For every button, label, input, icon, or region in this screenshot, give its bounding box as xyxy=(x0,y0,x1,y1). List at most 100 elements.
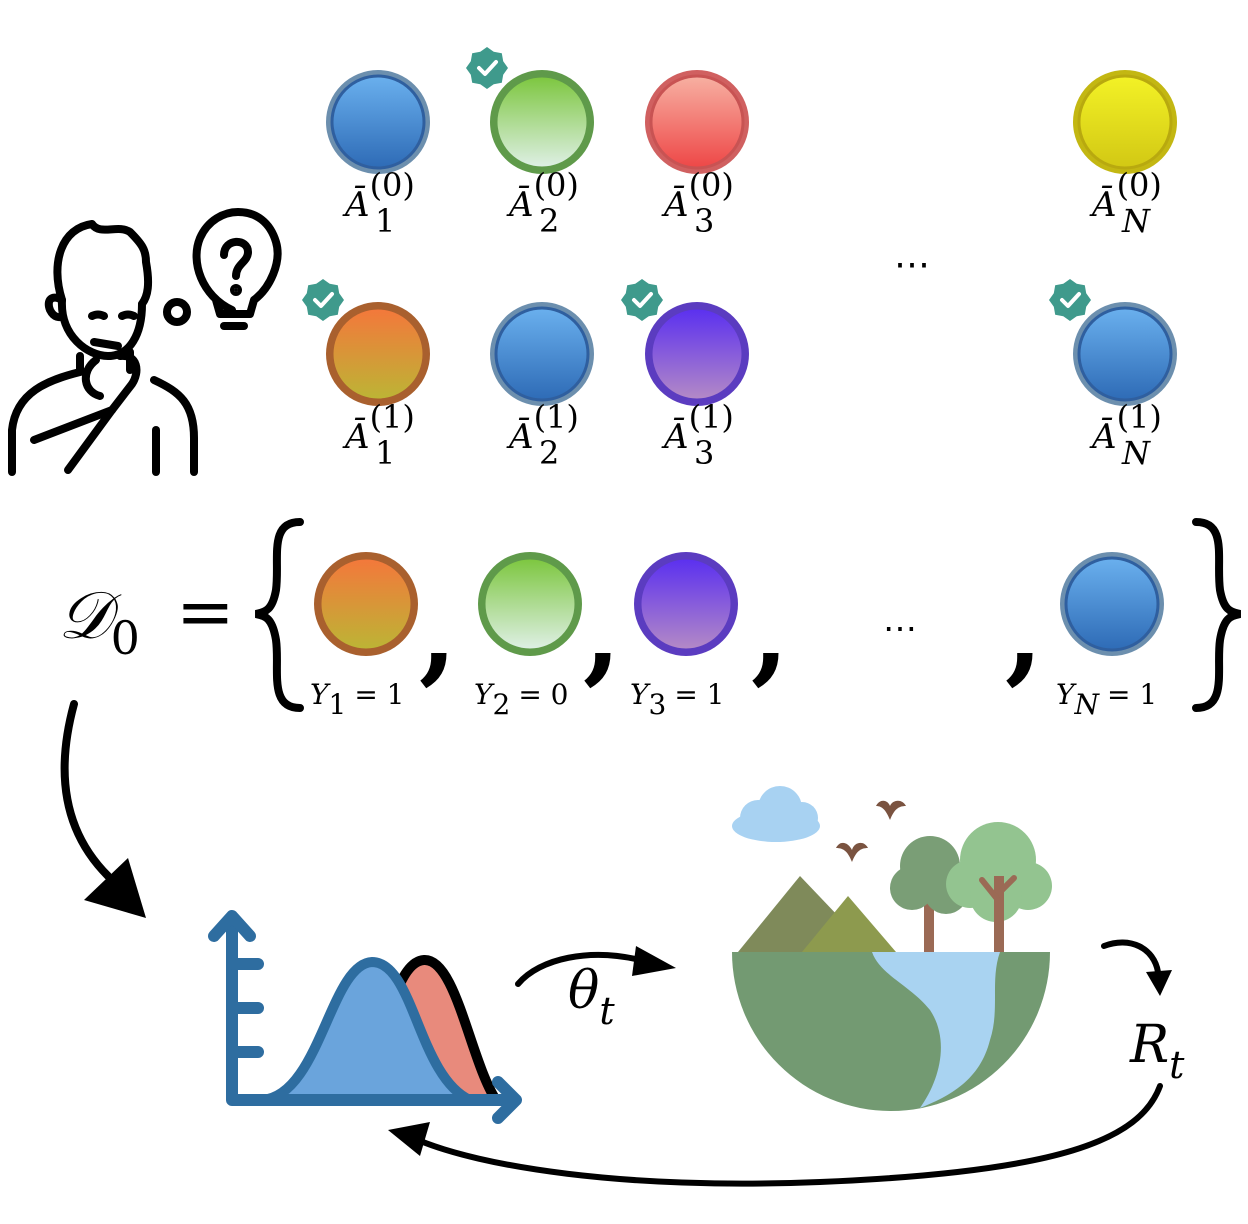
candidate-round0-n-label-superscript: (0) xyxy=(1117,166,1162,204)
candidate-round0-1-label-base: Ā xyxy=(342,185,370,225)
candidate-round1-3-label-base: Ā xyxy=(661,417,689,457)
candidate-round0-n-label-base: Ā xyxy=(1089,185,1117,225)
candidate-round1-n-label-subscript: N xyxy=(1121,434,1151,472)
candidate-round0-2-label-base: Ā xyxy=(506,185,534,225)
reward-subscript: t xyxy=(1169,1043,1185,1087)
arrow-dataset-to-model-head xyxy=(84,858,146,918)
candidate-round1-3-label: Ā(1) 3 xyxy=(661,398,734,472)
dataset-label-value: = 1 xyxy=(1107,678,1157,711)
candidate-round1-n-label-superscript: (1) xyxy=(1117,398,1162,436)
candidate-round1-n-label: Ā(1) N xyxy=(1089,398,1162,472)
candidate-round1-1: Ā(1) 1 xyxy=(302,279,430,472)
chart-axes xyxy=(226,922,514,1106)
dataset-item-2: Y2 = 0 xyxy=(474,552,582,721)
tree-right xyxy=(946,822,1052,952)
dataset-name-subscript: 0 xyxy=(111,611,140,665)
candidate-round0-3: Ā(0) 3 xyxy=(645,70,749,240)
dataset-item-4: YN = 1 xyxy=(1056,552,1164,721)
check-badge-icon xyxy=(1049,279,1091,321)
distribution-chart-icon xyxy=(208,910,522,1124)
candidate-round0-3-label: Ā(0) 3 xyxy=(661,166,734,240)
dataset-label-value: = 0 xyxy=(518,678,568,711)
chart-x-arrow xyxy=(492,1076,522,1124)
candidate-round1-2: Ā(1) 2 xyxy=(490,302,594,472)
mountain-light xyxy=(802,896,896,952)
dataset-label-2: Y2 = 0 xyxy=(474,678,569,721)
dataset-label-subscript: 2 xyxy=(492,688,510,721)
candidate-round0-3-fill xyxy=(649,74,745,170)
candidate-round1-2-label: Ā(1) 2 xyxy=(506,398,579,472)
arrow-model-to-env-head xyxy=(632,946,676,976)
arrow-dataset-to-model xyxy=(60,700,112,880)
arrow-reward-to-model xyxy=(415,1083,1163,1187)
chart-blue-curve xyxy=(257,957,475,1105)
candidate-round0-n-label: Ā(0) N xyxy=(1089,166,1162,240)
candidate-round0-1-label-subscript: 1 xyxy=(375,202,395,240)
bird-icon xyxy=(836,800,906,862)
candidate-round0-1-label: Ā(0) 1 xyxy=(342,166,415,240)
dataset-item-2-fill xyxy=(482,556,578,652)
reward-base: R xyxy=(1129,1015,1169,1075)
dataset-comma-2: , xyxy=(583,567,621,696)
theta-label: θt xyxy=(568,961,615,1033)
candidate-round1-3-label-superscript: (1) xyxy=(689,398,734,436)
candidate-round0-3-label-subscript: 3 xyxy=(694,202,714,240)
dataset-label-value: = 1 xyxy=(674,678,724,711)
candidate-round0-2: Ā(0) 2 xyxy=(466,47,594,240)
candidate-round0-n-fill xyxy=(1077,74,1173,170)
dataset-label-base: Y xyxy=(1056,678,1077,711)
candidate-round0-2-label-superscript: (0) xyxy=(534,166,579,204)
dataset-item-3-fill xyxy=(638,556,734,652)
dataset-item-1: Y1 = 1 xyxy=(310,552,418,721)
candidate-round1-1-fill xyxy=(330,306,426,402)
dataset-item-1-fill xyxy=(318,556,414,652)
candidate-round0-1-label-superscript: (0) xyxy=(370,166,415,204)
dataset-item-4-fill xyxy=(1064,556,1160,652)
dataset-comma-1: , xyxy=(419,567,457,696)
check-badge-icon xyxy=(621,279,663,321)
left-brace xyxy=(255,518,304,712)
row-ellipsis: ⋯ xyxy=(894,244,930,285)
dataset-label-subscript: 3 xyxy=(648,688,666,721)
dataset-label-3: Y3 = 1 xyxy=(630,678,725,721)
dataset-label-1: Y1 = 1 xyxy=(310,678,405,721)
candidate-round0-1: Ā(0) 1 xyxy=(326,70,430,240)
candidate-round1-n-fill xyxy=(1077,306,1173,402)
candidate-round0-n-label-subscript: N xyxy=(1121,202,1151,240)
dataset-label-base: Y xyxy=(474,678,495,711)
candidate-grid: Ā(0) 1 Ā(0) 2 Ā(0) 3 Ā(0) NĀ(1) 1 Ā(1) 2 Ā(1) 3 Ā(1) N xyxy=(302,47,1177,472)
candidate-round1-3: Ā(1) 3 xyxy=(621,279,749,472)
dataset-ellipsis: ⋯ xyxy=(883,609,917,649)
candidate-round1-1-label-base: Ā xyxy=(342,417,370,457)
theta-base: θ xyxy=(568,961,599,1021)
dataset-comma-3: , xyxy=(751,567,789,696)
candidate-round1-3-label-subscript: 3 xyxy=(694,434,714,472)
candidate-round1-2-label-base: Ā xyxy=(506,417,534,457)
environment-globe-icon xyxy=(732,786,1052,1111)
dataset-definition: 𝒟0 = Y1 = 1 Y2 = 0 Y3 = 1 YN = 1,,,, ⋯ xyxy=(58,518,1241,721)
dataset-item-3: Y3 = 1 xyxy=(630,552,738,721)
tree-left xyxy=(890,836,968,952)
person-thinking-icon xyxy=(8,220,198,476)
arrow-model-to-env xyxy=(515,952,643,987)
dataset-comma-4: , xyxy=(1005,567,1043,696)
candidate-round1-2-fill xyxy=(494,306,590,402)
globe-water xyxy=(872,952,1000,1108)
dataset-label-value: = 1 xyxy=(354,678,404,711)
candidate-round0-1-fill xyxy=(330,74,426,170)
right-brace xyxy=(1192,518,1241,712)
reward-label: Rt xyxy=(1129,1015,1185,1087)
arrow-env-to-reward-head xyxy=(1146,970,1172,996)
dataset-label-subscript: N xyxy=(1073,688,1100,721)
dataset-items: Y1 = 1 Y2 = 0 Y3 = 1 YN = 1,,,, xyxy=(310,552,1164,721)
candidate-round1-n: Ā(1) N xyxy=(1049,279,1177,472)
candidate-round1-1-label-subscript: 1 xyxy=(375,434,395,472)
candidate-round1-1-label: Ā(1) 1 xyxy=(342,398,415,472)
candidate-round1-2-label-superscript: (1) xyxy=(534,398,579,436)
candidate-round0-2-fill xyxy=(494,74,590,170)
cloud-icon xyxy=(732,786,820,842)
check-badge-icon xyxy=(466,47,508,89)
candidate-round0-n: Ā(0) N xyxy=(1073,70,1177,240)
check-badge-icon xyxy=(302,279,344,321)
